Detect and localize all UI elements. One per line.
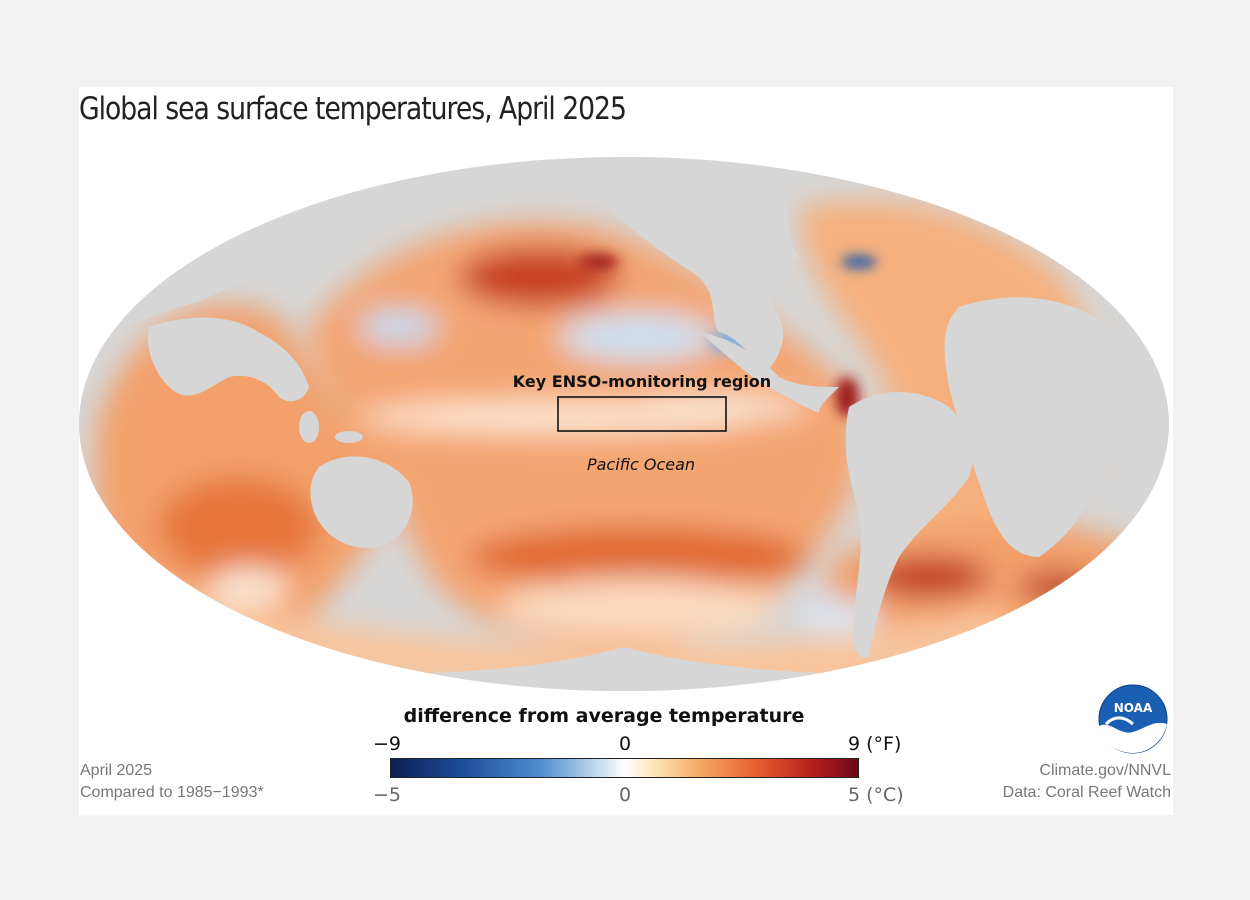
footer-source: Data: Coral Reef Watch: [1002, 784, 1171, 801]
tick-f-min: −9: [373, 733, 402, 755]
noaa-logo-icon: NOAA: [1098, 684, 1168, 754]
footer-right: Climate.gov/NNVL Data: Coral Reef Watch: [1003, 760, 1171, 804]
enso-region-box: [557, 396, 727, 432]
enso-region-label: Key ENSO-monitoring region: [513, 372, 771, 391]
legend-title: difference from average temperature: [403, 705, 805, 727]
map-card: Global sea surface temperatures, April 2…: [79, 87, 1173, 815]
tick-c-min: −5: [373, 784, 402, 806]
chart-title: Global sea surface temperatures, April 2…: [79, 91, 627, 127]
footer-left: April 2025 Compared to 1985−1993*: [80, 760, 264, 804]
tick-c-max: 5 (°C): [848, 784, 904, 806]
footer-date: April 2025: [80, 762, 153, 779]
footer-baseline: Compared to 1985−1993*: [80, 784, 264, 801]
ocean-label: Pacific Ocean: [587, 455, 695, 474]
tick-c-mid: 0: [619, 784, 632, 806]
color-scale-bar: [390, 758, 859, 778]
logo-text: NOAA: [1114, 701, 1153, 715]
world-map: Key ENSO-monitoring region Pacific Ocean: [79, 157, 1169, 691]
footer-credit: Climate.gov/NNVL: [1039, 762, 1171, 779]
tick-f-max: 9 (°F): [848, 733, 902, 755]
tick-f-mid: 0: [619, 733, 632, 755]
